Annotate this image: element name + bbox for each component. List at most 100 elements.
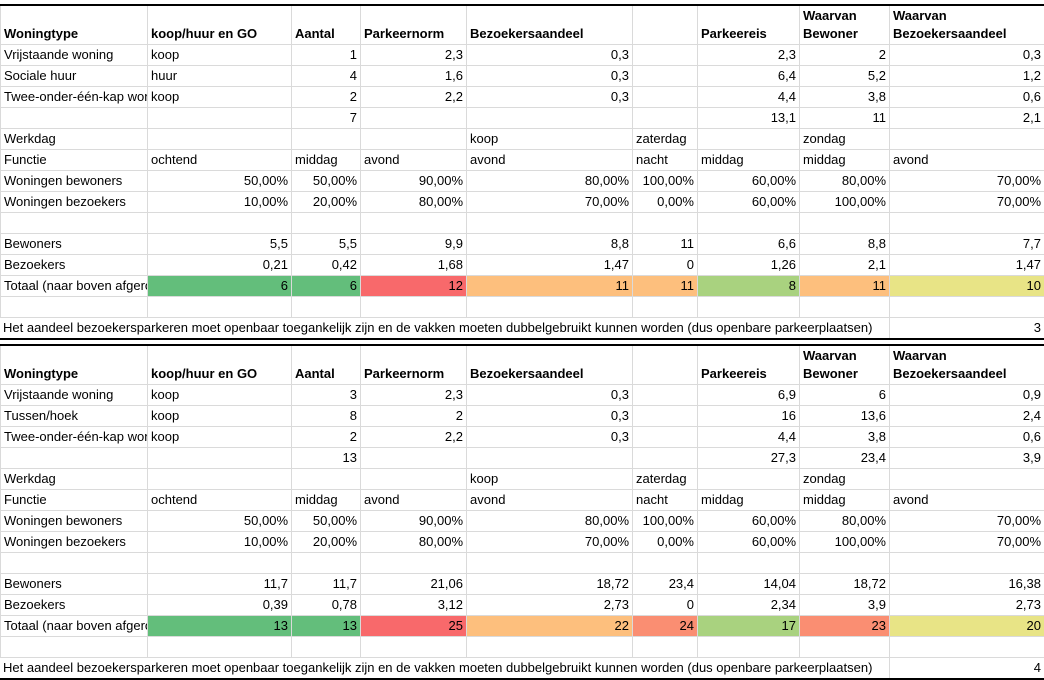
table-cell[interactable]: koop bbox=[466, 469, 632, 489]
table-cell[interactable]: 70,00% bbox=[889, 171, 1044, 191]
table-cell[interactable]: 1,68 bbox=[360, 255, 466, 275]
table-cell[interactable]: 21,06 bbox=[360, 574, 466, 594]
table-cell[interactable]: 80,00% bbox=[360, 532, 466, 552]
table-cell[interactable]: 2 bbox=[360, 406, 466, 426]
table-cell[interactable] bbox=[291, 637, 360, 657]
table-cell[interactable]: 0,6 bbox=[889, 87, 1044, 107]
table-cell[interactable]: Woningen bezoekers bbox=[0, 192, 147, 212]
note-value[interactable]: 4 bbox=[889, 658, 1044, 678]
table-cell[interactable]: 10,00% bbox=[147, 192, 291, 212]
table-cell[interactable]: 2,3 bbox=[360, 385, 466, 405]
totaal-cell[interactable]: 11 bbox=[466, 276, 632, 296]
header-cell[interactable]: Waarvan Bezoekersaandeel bbox=[889, 346, 1044, 384]
table-cell[interactable]: koop bbox=[147, 427, 291, 447]
table-cell[interactable]: 70,00% bbox=[889, 511, 1044, 531]
table-cell[interactable]: middag bbox=[291, 490, 360, 510]
table-cell[interactable] bbox=[360, 637, 466, 657]
table-cell[interactable]: 60,00% bbox=[697, 192, 799, 212]
header-cell[interactable]: Waarvan Bezoekersaandeel bbox=[889, 6, 1044, 44]
table-cell[interactable]: zondag bbox=[799, 469, 889, 489]
table-cell[interactable] bbox=[632, 213, 697, 233]
table-cell[interactable]: 0,9 bbox=[889, 385, 1044, 405]
table-cell[interactable]: 50,00% bbox=[291, 171, 360, 191]
table-cell[interactable]: 18,72 bbox=[799, 574, 889, 594]
table-cell[interactable]: 50,00% bbox=[291, 511, 360, 531]
header-cell[interactable]: Aantal bbox=[291, 6, 360, 44]
table-cell[interactable]: middag bbox=[799, 150, 889, 170]
table-cell[interactable]: 14,04 bbox=[697, 574, 799, 594]
header-cell[interactable]: Woningtype bbox=[0, 6, 147, 44]
table-cell[interactable]: 4,4 bbox=[697, 87, 799, 107]
table-cell[interactable]: Functie bbox=[0, 490, 147, 510]
table-cell[interactable] bbox=[632, 427, 697, 447]
table-cell[interactable] bbox=[697, 553, 799, 573]
header-cell[interactable]: Waarvan Bewoner bbox=[799, 346, 889, 384]
table-cell[interactable]: 6,9 bbox=[697, 385, 799, 405]
table-cell[interactable] bbox=[291, 469, 360, 489]
table-cell[interactable]: 6,6 bbox=[697, 234, 799, 254]
table-cell[interactable]: huur bbox=[147, 66, 291, 86]
table-cell[interactable]: 100,00% bbox=[799, 192, 889, 212]
table-cell[interactable] bbox=[360, 297, 466, 317]
table-cell[interactable]: Werkdag bbox=[0, 469, 147, 489]
table-cell[interactable]: nacht bbox=[632, 150, 697, 170]
table-cell[interactable]: koop bbox=[147, 87, 291, 107]
table-cell[interactable]: 70,00% bbox=[889, 532, 1044, 552]
table-cell[interactable] bbox=[799, 297, 889, 317]
header-cell[interactable]: koop/huur en GO bbox=[147, 6, 291, 44]
table-cell[interactable] bbox=[466, 297, 632, 317]
table-cell[interactable] bbox=[147, 637, 291, 657]
table-cell[interactable]: 0,3 bbox=[466, 385, 632, 405]
table-cell[interactable]: zondag bbox=[799, 129, 889, 149]
table-cell[interactable]: 3,9 bbox=[799, 595, 889, 615]
table-cell[interactable]: 0 bbox=[632, 595, 697, 615]
table-cell[interactable]: Woningen bezoekers bbox=[0, 532, 147, 552]
totaal-cell[interactable]: 13 bbox=[291, 616, 360, 636]
totaal-cell[interactable]: 13 bbox=[147, 616, 291, 636]
table-cell[interactable] bbox=[147, 469, 291, 489]
table-cell[interactable]: 11,7 bbox=[147, 574, 291, 594]
table-cell[interactable]: 0,3 bbox=[466, 87, 632, 107]
table-cell[interactable]: 16 bbox=[697, 406, 799, 426]
table-cell[interactable] bbox=[632, 87, 697, 107]
totaal-cell[interactable]: 24 bbox=[632, 616, 697, 636]
table-cell[interactable]: 2,3 bbox=[360, 45, 466, 65]
header-cell[interactable] bbox=[632, 346, 697, 384]
table-cell[interactable]: Werkdag bbox=[0, 129, 147, 149]
header-cell[interactable] bbox=[632, 6, 697, 44]
table-cell[interactable]: 0,6 bbox=[889, 427, 1044, 447]
table-cell[interactable]: 20,00% bbox=[291, 192, 360, 212]
table-cell[interactable] bbox=[697, 129, 799, 149]
table-cell[interactable]: middag bbox=[697, 150, 799, 170]
table-cell[interactable]: middag bbox=[291, 150, 360, 170]
table-cell[interactable]: Twee-onder-één-kap woning bbox=[0, 427, 147, 447]
table-cell[interactable]: 60,00% bbox=[697, 511, 799, 531]
table-cell[interactable]: Bewoners bbox=[0, 574, 147, 594]
table-cell[interactable] bbox=[632, 553, 697, 573]
table-cell[interactable]: Vrijstaande woning bbox=[0, 385, 147, 405]
table-cell[interactable]: 2 bbox=[291, 87, 360, 107]
table-cell[interactable]: avond bbox=[360, 150, 466, 170]
table-cell[interactable] bbox=[466, 553, 632, 573]
table-cell[interactable] bbox=[0, 637, 147, 657]
totaal-cell[interactable]: 23 bbox=[799, 616, 889, 636]
note-text[interactable]: Het aandeel bezoekersparkeren moet openb… bbox=[3, 320, 873, 335]
table-cell[interactable]: nacht bbox=[632, 490, 697, 510]
table-cell[interactable]: 0,42 bbox=[291, 255, 360, 275]
table-cell[interactable]: 80,00% bbox=[799, 171, 889, 191]
table-cell[interactable]: 6,4 bbox=[697, 66, 799, 86]
table-cell[interactable]: zaterdag bbox=[632, 469, 697, 489]
table-cell[interactable]: 0,39 bbox=[147, 595, 291, 615]
table-cell[interactable] bbox=[889, 553, 1044, 573]
table-cell[interactable] bbox=[889, 469, 1044, 489]
table-cell[interactable]: 11 bbox=[632, 234, 697, 254]
table-cell[interactable]: 1,47 bbox=[466, 255, 632, 275]
table-cell[interactable] bbox=[360, 448, 466, 468]
table-cell[interactable] bbox=[466, 448, 632, 468]
table-cell[interactable]: 8 bbox=[291, 406, 360, 426]
table-cell[interactable]: 50,00% bbox=[147, 171, 291, 191]
table-cell[interactable]: 13,6 bbox=[799, 406, 889, 426]
table-cell[interactable]: 90,00% bbox=[360, 171, 466, 191]
table-cell[interactable]: 80,00% bbox=[466, 171, 632, 191]
table-cell[interactable]: avond bbox=[889, 490, 1044, 510]
